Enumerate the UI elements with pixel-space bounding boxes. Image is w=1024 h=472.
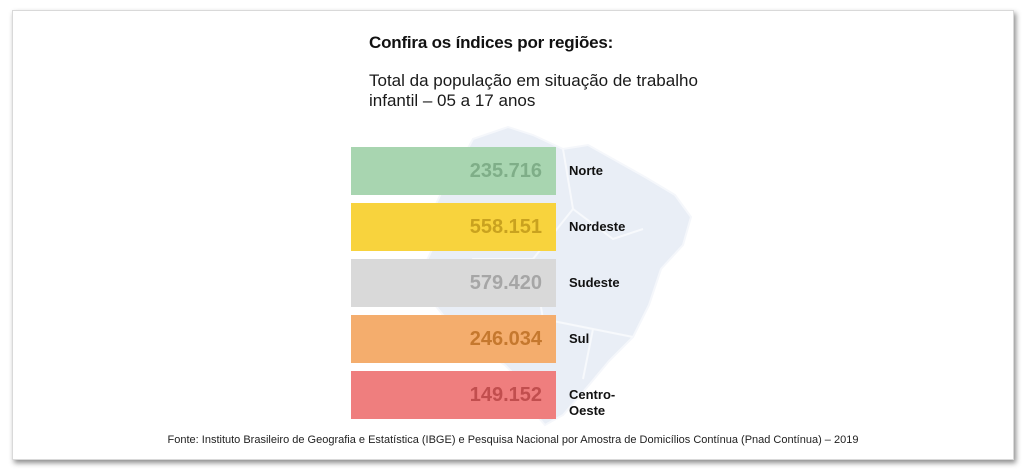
category-label: Nordeste (569, 219, 626, 234)
bar: 579.420 (351, 259, 556, 307)
bar: 149.152 (351, 371, 556, 419)
category-label: Sul (569, 331, 590, 346)
data-label: 149.152 (469, 383, 542, 406)
page-title: Confira os índices por regiões: (369, 33, 614, 52)
data-label: 246.034 (469, 327, 542, 350)
data-label: 579.420 (469, 271, 542, 294)
bar: 235.716 (351, 147, 556, 195)
data-label: 235.716 (469, 159, 542, 182)
infographic-card: Confira os índices por regiões: Total da… (12, 10, 1014, 460)
bar: 558.151 (351, 203, 556, 251)
bar: 246.034 (351, 315, 556, 363)
category-label: Norte (569, 163, 603, 178)
chart-subtitle: Total da população em situação de trabal… (369, 71, 698, 110)
category-label: Sudeste (569, 275, 620, 290)
source-note: Fonte: Instituto Brasileiro de Geografia… (167, 434, 859, 446)
data-label: 558.151 (469, 215, 542, 238)
category-label: Centro-Oeste (569, 387, 616, 418)
